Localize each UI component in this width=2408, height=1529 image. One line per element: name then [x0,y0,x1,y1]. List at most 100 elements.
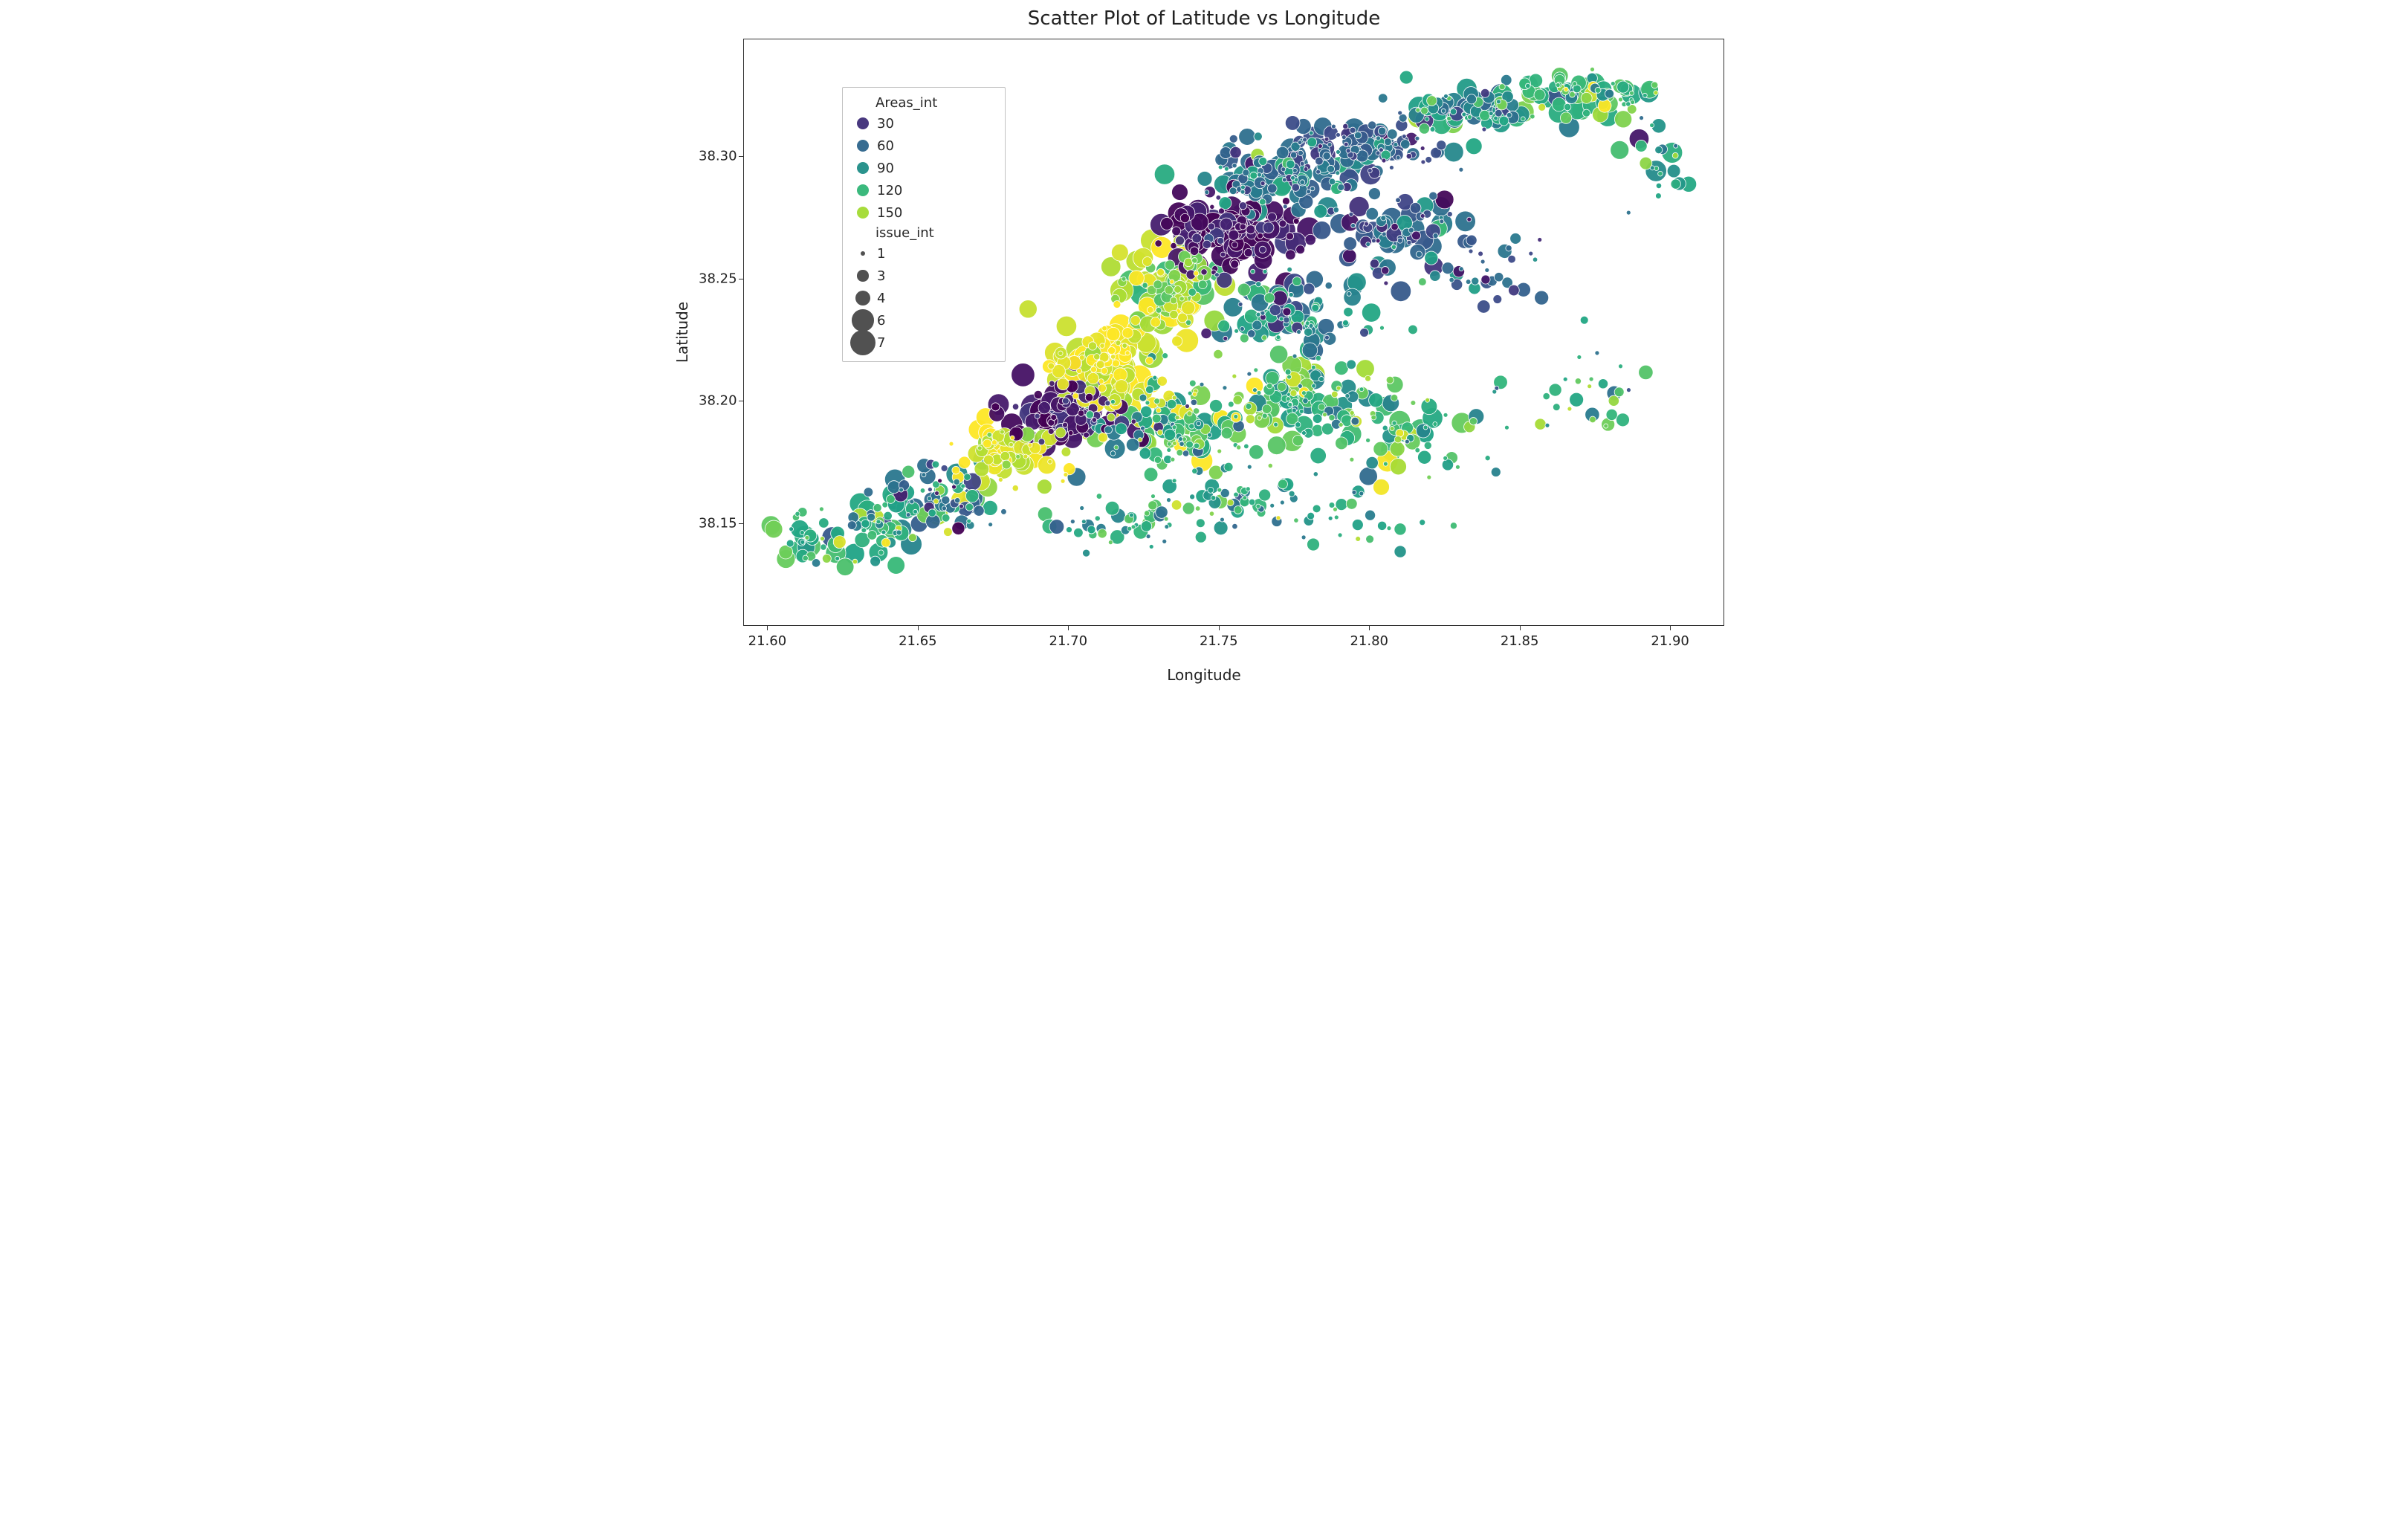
scatter-point [1292,184,1300,192]
scatter-point [1417,450,1431,464]
x-axis-label: Longitude [654,666,1754,684]
scatter-point [1384,138,1391,146]
scatter-point [1224,462,1233,471]
scatter-point [1194,443,1200,449]
scatter-point [1292,354,1297,358]
scatter-point [1391,223,1399,230]
scatter-point [1344,307,1353,317]
legend-color-swatch [857,162,869,174]
scatter-point [1171,500,1182,511]
scatter-point [1398,111,1402,115]
scatter-point [1443,413,1448,417]
scatter-point [954,479,959,485]
scatter-point [1200,382,1204,387]
scatter-point [820,537,824,541]
scatter-point [991,440,997,445]
scatter-point [1365,375,1371,381]
y-tick-mark [739,523,743,524]
scatter-point [902,465,915,478]
scatter-point [1229,230,1239,240]
scatter-point [1192,258,1198,264]
scatter-point [1333,207,1339,213]
x-tick-label: 21.85 [1501,633,1539,649]
scatter-point [1350,410,1354,415]
scatter-point [928,487,932,491]
scatter-point [1377,521,1386,530]
scatter-point [1072,393,1078,399]
scatter-point [1344,142,1348,146]
scatter-point [1455,211,1476,232]
scatter-point [1127,526,1132,531]
scatter-point [1211,496,1216,501]
scatter-point [1313,505,1321,513]
scatter-point [913,509,918,514]
scatter-point [1626,388,1631,392]
scatter-point [1244,444,1249,449]
scatter-point [852,559,858,564]
scatter-point [1259,198,1266,205]
scatter-point [1264,293,1275,303]
scatter-point [1296,245,1305,254]
scatter-point [1365,510,1376,520]
y-axis-label: Latitude [673,302,691,363]
scatter-point [1529,251,1533,256]
scatter-point [1425,251,1438,265]
scatter-point [1023,454,1028,459]
scatter-point [1144,468,1158,482]
scatter-point [1079,355,1084,361]
scatter-point [958,456,970,468]
scatter-point [1129,271,1145,286]
scatter-point [1230,146,1241,158]
scatter-point [1364,222,1368,226]
scatter-point [1366,456,1379,469]
legend-color-swatch [857,140,869,152]
scatter-point [1224,167,1229,171]
x-tick-mark [1520,626,1521,630]
scatter-point [1552,97,1566,111]
legend-swatch-wrap [850,291,876,306]
scatter-point [1153,280,1162,289]
scatter-point [1310,187,1315,191]
scatter-point [965,503,973,511]
scatter-point [1304,167,1308,172]
scatter-point [1618,97,1622,102]
scatter-point [1278,382,1286,391]
scatter-point [1316,169,1321,174]
scatter-point [1499,84,1505,90]
scatter-point [1270,503,1275,508]
scatter-point [1258,172,1262,177]
scatter-point [944,528,953,537]
scatter-point [1332,391,1339,398]
scatter-point [1482,127,1486,132]
scatter-point [1366,535,1374,543]
scatter-point [1616,413,1629,427]
scatter-point [1626,210,1631,215]
scatter-point [1058,351,1063,355]
scatter-point [1231,260,1239,268]
scatter-point [1258,416,1262,420]
scatter-point [1397,238,1402,243]
scatter-point [1472,277,1479,285]
scatter-point [1110,451,1116,456]
scatter-point [1381,216,1386,221]
scatter-point [1251,269,1255,274]
scatter-point [881,538,890,547]
scatter-point [803,555,809,561]
scatter-point [988,523,993,527]
scatter-point [1315,157,1324,165]
x-tick-label: 21.80 [1350,633,1388,649]
scatter-point [1220,252,1226,257]
scatter-point [1356,360,1375,378]
scatter-point [1147,306,1153,313]
scatter-point [1287,267,1292,272]
scatter-point [1329,415,1335,421]
scatter-point [861,528,867,533]
scatter-point [1192,468,1197,473]
scatter-point [833,536,846,549]
scatter-point [1390,442,1405,456]
scatter-point [1371,239,1376,243]
scatter-point [896,530,902,535]
scatter-point [1635,140,1647,152]
chart-title: Scatter Plot of Latitude vs Longitude [654,7,1754,30]
scatter-point [1292,408,1296,413]
